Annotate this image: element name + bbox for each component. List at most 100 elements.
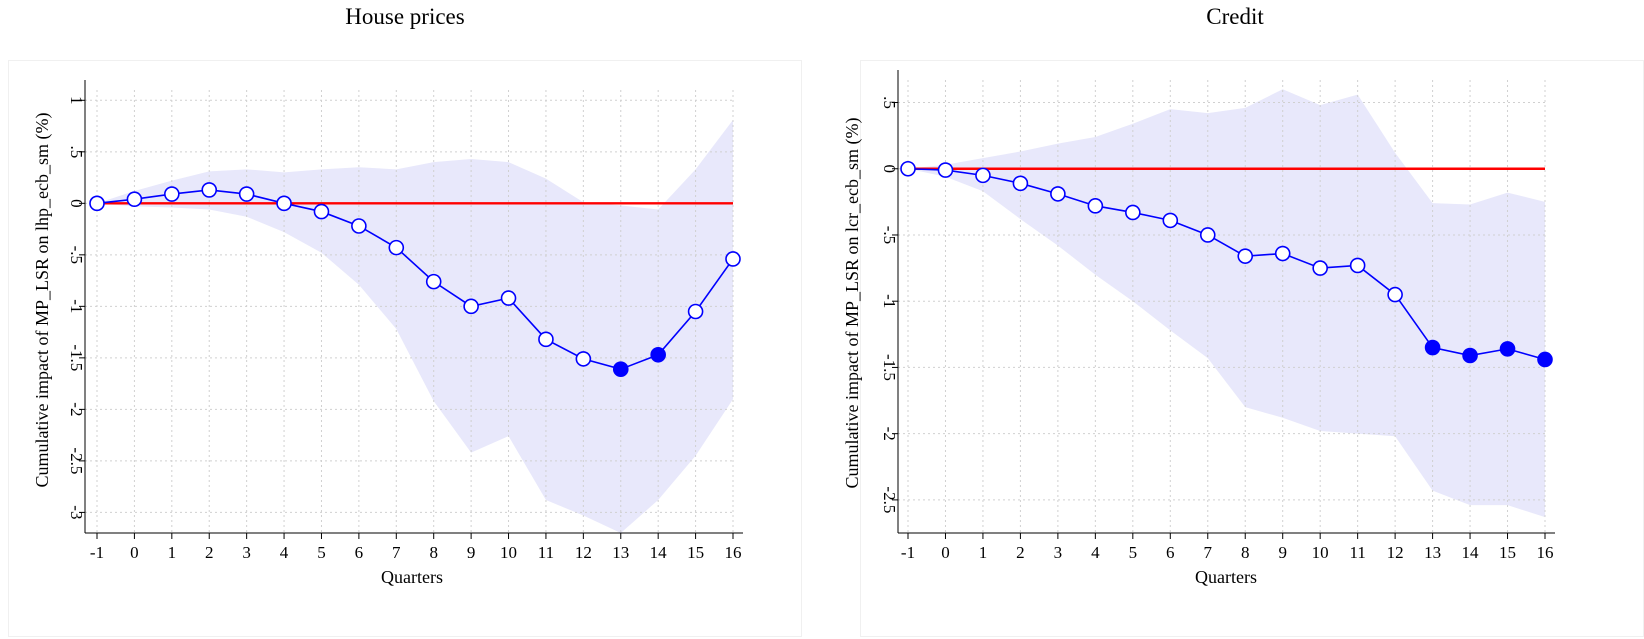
- credit-point: [1387, 286, 1403, 303]
- house-prices-x-tick-label: 12: [575, 543, 592, 562]
- house-prices-point: [388, 239, 405, 256]
- credit-point: [975, 167, 991, 184]
- house-prices-point: [276, 195, 292, 212]
- house-prices-x-tick-label: 5: [317, 543, 326, 562]
- house-prices-x-tick-label: 15: [687, 543, 704, 562]
- house-prices-x-tick-label: 1: [168, 543, 177, 562]
- credit-x-tick-label: 0: [941, 543, 950, 562]
- house-prices-x-tick-label: -1: [90, 543, 104, 562]
- credit-point: [900, 160, 916, 177]
- house-prices-y-axis-label: Cumulative impact of MP_LSR on lhp_ecb_s…: [32, 113, 53, 488]
- credit-x-tick-label: 12: [1387, 543, 1404, 562]
- credit-point: [1199, 227, 1216, 243]
- credit-point-significant: [1499, 341, 1516, 357]
- credit-x-tick-label: 1: [979, 543, 988, 562]
- credit-point-significant: [1424, 339, 1441, 356]
- credit-chart: -1 0 1 2 3 4 5 6 7 8 9 10 11 12 13 14 15 16.50-.5-1-1.5-2…: [842, 70, 1555, 587]
- credit-x-tick-label: 14: [1462, 543, 1480, 562]
- credit-x-tick-label: -1: [901, 543, 915, 562]
- house-prices-point: [725, 251, 741, 267]
- credit-x-tick-label: 10: [1312, 543, 1329, 562]
- credit-point: [1274, 245, 1291, 262]
- house-prices-chart: -1 0 1 2 3 4 5 6 7 8 9 10 11 12 13 14 15 161.50-.5-1-1.5-…: [32, 80, 743, 587]
- credit-x-tick-label: 11: [1349, 543, 1365, 562]
- credit-y-tick-label: 0: [880, 164, 899, 173]
- house-prices-point-significant: [650, 346, 666, 363]
- house-prices-y-tick-label: .5: [67, 145, 86, 158]
- house-prices-x-tick-label: 3: [242, 543, 251, 562]
- credit-x-tick-label: 2: [1016, 543, 1025, 562]
- credit-point: [1050, 186, 1066, 202]
- house-prices-point: [500, 290, 517, 306]
- house-prices-point: [89, 195, 105, 212]
- house-prices-x-tick-label: 4: [280, 543, 289, 562]
- credit-x-axis-label: Quarters: [1195, 567, 1257, 587]
- credit-x-tick-label: 6: [1166, 543, 1175, 562]
- house-prices-y-tick-label: 0: [67, 199, 86, 208]
- credit-point: [1162, 212, 1179, 229]
- credit-point: [1312, 260, 1328, 276]
- credit-x-tick-label: 5: [1129, 543, 1138, 562]
- credit-x-tick-label: 13: [1424, 543, 1441, 562]
- credit-x-tick-label: 15: [1499, 543, 1516, 562]
- house-prices-x-tick-label: 16: [725, 543, 742, 562]
- credit-y-tick-label: .5: [880, 96, 899, 109]
- house-prices-point: [425, 273, 442, 290]
- house-prices-y-tick-label: -1: [67, 299, 86, 313]
- house-prices-point: [575, 351, 592, 367]
- credit-y-tick-label: -1: [880, 294, 899, 308]
- house-prices-x-tick-label: 2: [205, 543, 214, 562]
- credit-y-tick-label: -1.5: [880, 354, 899, 381]
- house-prices-point: [687, 303, 704, 320]
- house-prices-point: [238, 186, 255, 202]
- house-prices-y-tick-label: -.5: [67, 246, 86, 264]
- credit-point: [1125, 204, 1141, 221]
- house-prices-y-tick-label: -2.5: [67, 447, 86, 474]
- house-prices-x-tick-label: 14: [650, 543, 668, 562]
- chart-title-credit: Credit: [1206, 4, 1264, 29]
- house-prices-y-tick-label: -3: [67, 505, 86, 519]
- house-prices-y-tick-label: -2: [67, 402, 86, 416]
- house-prices-x-tick-label: 10: [500, 543, 517, 562]
- credit-point-significant: [1537, 351, 1553, 368]
- house-prices-x-tick-label: 13: [612, 543, 629, 562]
- house-prices-point: [201, 182, 218, 198]
- house-prices-point: [351, 218, 367, 234]
- credit-point: [1237, 248, 1254, 264]
- credit-point: [1087, 198, 1104, 214]
- house-prices-point: [126, 191, 143, 208]
- house-prices-x-tick-label: 8: [429, 543, 438, 562]
- plot-frame-house-prices: [8, 60, 802, 637]
- house-prices-x-tick-label: 11: [538, 543, 554, 562]
- credit-point-significant: [1462, 347, 1478, 364]
- house-prices-x-tick-label: 6: [355, 543, 364, 562]
- house-prices-point-significant: [612, 361, 629, 377]
- credit-point: [1349, 257, 1366, 274]
- house-prices-x-tick-label: 9: [467, 543, 476, 562]
- house-prices-y-tick-label: -1.5: [67, 344, 86, 371]
- credit-x-tick-label: 4: [1091, 543, 1100, 562]
- house-prices-y-tick-label: 1: [67, 96, 86, 105]
- house-prices-x-tick-label: 7: [392, 543, 401, 562]
- credit-x-tick-label: 3: [1054, 543, 1063, 562]
- house-prices-point: [538, 331, 554, 348]
- credit-x-tick-label: 7: [1204, 543, 1213, 562]
- credit-x-tick-label: 9: [1278, 543, 1287, 562]
- credit-x-tick-label: 16: [1537, 543, 1554, 562]
- credit-point: [1012, 175, 1029, 192]
- house-prices-point: [463, 298, 479, 315]
- credit-y-tick-label: -.5: [880, 226, 899, 244]
- credit-y-tick-label: -2.5: [880, 486, 899, 513]
- chart-title-house-prices: House prices: [345, 4, 465, 29]
- house-prices-point: [313, 203, 330, 220]
- credit-y-tick-label: -2: [880, 427, 899, 441]
- house-prices-confidence-band: [97, 119, 733, 534]
- credit-confidence-band: [908, 89, 1545, 518]
- credit-point: [937, 162, 954, 178]
- house-prices-point: [164, 186, 180, 202]
- house-prices-x-axis-label: Quarters: [381, 567, 443, 587]
- credit-y-axis-label: Cumulative impact of MP_LSR on lcr_ecb_s…: [842, 118, 863, 489]
- credit-x-tick-label: 8: [1241, 543, 1250, 562]
- house-prices-x-tick-label: 0: [130, 543, 139, 562]
